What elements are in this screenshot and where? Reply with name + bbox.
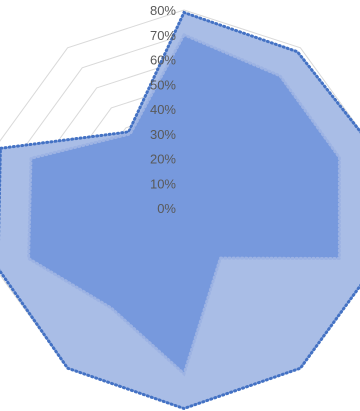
series-area-2 bbox=[27, 32, 341, 377]
tick-label: 10% bbox=[150, 176, 176, 191]
tick-label: 70% bbox=[150, 28, 176, 43]
tick-label: 40% bbox=[150, 102, 176, 117]
tick-label: 30% bbox=[150, 127, 176, 142]
radar-axis-ticks: 0% 10% 20% 30% 40% 50% 60% 70% 80% bbox=[150, 3, 176, 216]
tick-label: 80% bbox=[150, 3, 176, 18]
tick-label: 50% bbox=[150, 77, 176, 92]
tick-label: 60% bbox=[150, 53, 176, 68]
radar-series bbox=[0, 10, 360, 411]
tick-label: 20% bbox=[150, 152, 176, 167]
tick-label: 0% bbox=[157, 201, 176, 216]
